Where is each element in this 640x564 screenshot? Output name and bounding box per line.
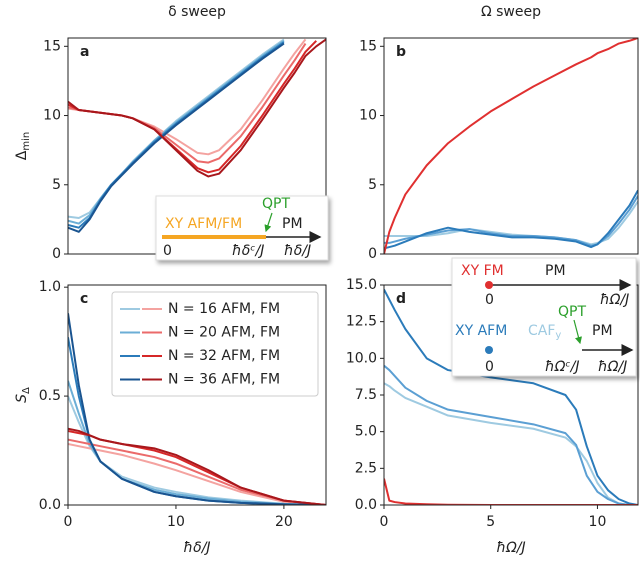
data-line <box>384 478 638 505</box>
panel <box>384 288 638 505</box>
data-line <box>384 195 638 247</box>
panel <box>68 38 326 233</box>
y-tick-label: 10 <box>43 108 61 124</box>
phase-label-sub: y <box>555 330 561 341</box>
x-tick-label: 5 <box>486 514 495 530</box>
inset-box <box>451 257 637 377</box>
y-tick-label: 12.5 <box>346 314 377 330</box>
y-tick-label: 5 <box>52 177 61 193</box>
phase-label: XY AFM/FM <box>165 216 242 232</box>
column-title: Ω sweep <box>481 4 541 20</box>
y-axis-label-sub: Δ <box>21 387 32 394</box>
y-tick-label: 5 <box>368 177 377 193</box>
data-line <box>384 38 638 254</box>
inset-a: QPT XY AFM/FM PM 0 ħδᶜ/J ħδ/J <box>155 195 329 261</box>
legend-label: N = 16 AFM, FM <box>168 301 280 317</box>
panel-label: c <box>80 291 88 307</box>
y-tick-label: 0.0 <box>39 497 61 513</box>
y-axis-label: Δmin <box>14 132 32 160</box>
data-line <box>384 364 638 505</box>
inset-b: XY FM PM 0 ħΩ/J QPT XY AFM CAFy PM 0 ħΩᶜ… <box>451 257 637 377</box>
legend-box <box>111 291 319 397</box>
data-line <box>68 380 326 505</box>
panel-label: d <box>396 291 406 307</box>
data-line <box>68 313 326 505</box>
qpt-arrow <box>573 319 582 345</box>
y-tick-label: 15 <box>43 38 61 54</box>
y-axis-label-sub: min <box>21 132 32 151</box>
y-axis-label-main: Δ <box>14 150 30 160</box>
x-tick-label: 10 <box>167 514 185 530</box>
y-tick-label: 10.0 <box>346 350 377 366</box>
legend-label: N = 36 AFM, FM <box>168 372 280 388</box>
panel <box>68 313 326 505</box>
data-line <box>384 189 638 250</box>
phase-label: PM <box>592 323 613 339</box>
panel-label: a <box>80 44 89 60</box>
y-tick-label: 0.0 <box>355 497 377 513</box>
phase-label: CAF <box>528 323 555 339</box>
plots: 0 5 10 15 a δ sweep Δmin 0 5 10 15 b Ω sweep 0.0 0.5 1.… <box>14 4 639 556</box>
data-line <box>68 395 326 505</box>
legend: N = 16 AFM, FM N = 20 AFM, FM N = 32 AFM, … <box>111 291 319 397</box>
origin-label: 0 <box>163 243 172 259</box>
phase-label: XY AFM <box>455 323 507 339</box>
y-tick-label: 15 <box>359 38 377 54</box>
column-title: δ sweep <box>168 4 226 20</box>
y-axis-label-main: S <box>14 394 30 403</box>
phase-label: PM <box>282 216 303 232</box>
qpt-label: QPT <box>262 196 290 212</box>
phase-label: CAFy <box>528 323 561 341</box>
data-line <box>68 427 326 505</box>
y-tick-label: 5.0 <box>355 424 377 440</box>
data-line <box>68 39 285 225</box>
data-line <box>68 40 317 174</box>
critical-label: ħδᶜ/J <box>232 243 264 259</box>
x-axis-label: ħδ/J <box>183 540 210 556</box>
y-tick-label: 10 <box>359 108 377 124</box>
panel-label: b <box>396 44 406 60</box>
y-tick-label: 2.5 <box>355 460 377 476</box>
panel <box>384 38 638 254</box>
axis-label: ħΩ/J <box>598 359 627 375</box>
data-line <box>68 42 285 233</box>
qpt-arrow <box>264 212 273 233</box>
phase-dot <box>485 346 493 354</box>
data-line <box>68 429 326 505</box>
plot-frame <box>67 284 327 506</box>
y-tick-label: 0.5 <box>39 388 61 404</box>
data-line <box>68 38 326 178</box>
legend-label: N = 32 AFM, FM <box>168 348 280 364</box>
y-axis-label: SΔ <box>14 387 32 403</box>
phase-label: PM <box>545 263 566 279</box>
x-axis-label: ħΩ/J <box>496 540 525 556</box>
origin-label: 0 <box>485 359 494 375</box>
y-tick-label: 1.0 <box>39 279 61 295</box>
plot-frame <box>383 37 639 255</box>
inset-box <box>155 195 329 261</box>
critical-label: ħΩᶜ/J <box>545 359 579 375</box>
y-tick-label: 15.0 <box>346 277 377 293</box>
insets: QPT XY AFM/FM PM 0 ħδᶜ/J ħδ/J XY FM PM 0… <box>155 195 637 377</box>
x-tick-label: 0 <box>64 514 73 530</box>
y-tick-label: 0 <box>368 246 377 262</box>
axis-label: ħΩ/J <box>600 292 629 308</box>
legend-label: N = 20 AFM, FM <box>168 325 280 341</box>
data-line <box>68 438 326 505</box>
x-tick-label: 0 <box>380 514 389 530</box>
y-tick-label: 0 <box>52 246 61 262</box>
x-tick-label: 20 <box>275 514 293 530</box>
y-tick-label: 7.5 <box>355 387 377 403</box>
x-tick-label: 10 <box>589 514 607 530</box>
data-line <box>384 382 638 505</box>
qpt-label: QPT <box>558 304 586 320</box>
phase-label: XY FM <box>461 263 504 279</box>
axis-label: ħδ/J <box>284 243 311 259</box>
origin-label: 0 <box>485 292 494 308</box>
phase-dot <box>485 281 493 289</box>
data-line <box>68 443 326 505</box>
data-line <box>384 288 638 505</box>
